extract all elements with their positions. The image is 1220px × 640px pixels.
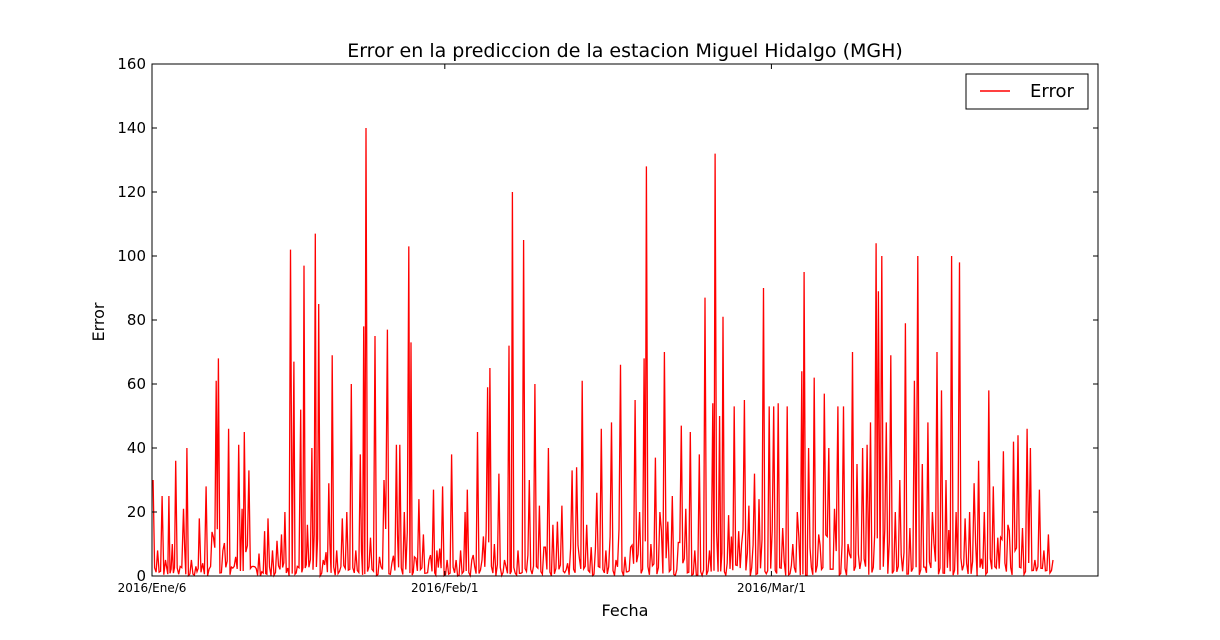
- y-tick-label: 100: [117, 247, 146, 265]
- y-tick-label: 60: [127, 375, 146, 393]
- y-axis-ticks: 0 20 40 60 80 100 120 140 160: [117, 55, 1098, 585]
- y-tick-label: 140: [117, 119, 146, 137]
- x-axis-ticks: 2016/Ene/6 2016/Feb/1 2016/Mar/1: [118, 64, 806, 595]
- y-tick-label: 0: [136, 567, 146, 585]
- x-axis-label: Fecha: [602, 601, 649, 620]
- x-tick-label: 2016/Feb/1: [411, 581, 479, 595]
- y-tick-label: 40: [127, 439, 146, 457]
- y-tick-label: 160: [117, 55, 146, 73]
- y-axis-label: Error: [89, 302, 108, 341]
- x-tick-label: 2016/Ene/6: [118, 581, 187, 595]
- chart-title: Error en la prediccion de la estacion Mi…: [347, 40, 903, 62]
- legend: Error: [965, 73, 1089, 110]
- y-tick-label: 20: [127, 503, 146, 521]
- plot-frame: [151, 63, 1099, 577]
- series-error-group: [152, 127, 1054, 579]
- x-tick-label: 2016/Mar/1: [737, 581, 806, 595]
- legend-label-error: Error: [1030, 81, 1074, 102]
- series-line-error: [152, 127, 1054, 579]
- y-tick-label: 120: [117, 183, 146, 201]
- y-tick-label: 80: [127, 311, 146, 329]
